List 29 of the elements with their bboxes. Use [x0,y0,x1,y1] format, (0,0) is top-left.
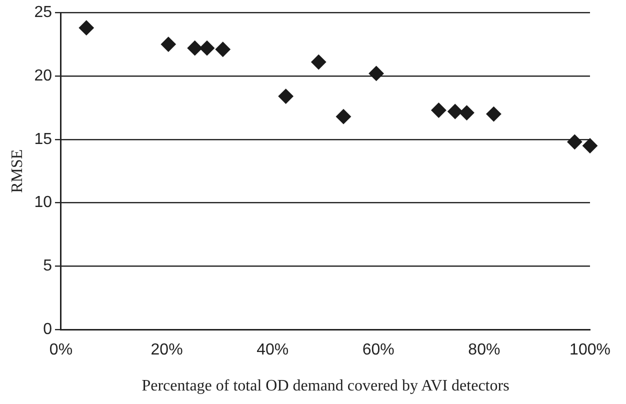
point [582,138,598,154]
point [200,40,214,56]
y-axis-title: RMSE [8,149,26,193]
y-tick-label: 10 [34,194,52,212]
x-axis-title: Percentage of total OD demand covered by AVI detectors [142,378,510,395]
point [448,104,463,120]
x-tick-label: 20% [150,342,183,359]
point [368,66,384,81]
point [486,106,502,122]
point [278,88,294,104]
point [459,105,474,120]
x-tick-label: 0% [49,342,73,359]
point [160,36,176,52]
x-tick-label: 80% [468,342,500,359]
point [336,109,351,124]
point [215,42,230,57]
y-tick-label: 25 [34,4,52,22]
point [78,20,94,36]
y-tick-label: 20 [34,67,52,84]
x-tick-label: 100% [570,342,610,359]
point [431,102,446,118]
y-tick-label: 0 [43,321,52,338]
y-tick-label: 5 [43,258,52,275]
x-tick-label: 60% [362,342,394,359]
point [567,134,582,150]
point [187,40,202,56]
x-tick-label: 40% [256,342,289,359]
point [311,54,326,70]
y-tick-label: 15 [34,130,52,148]
